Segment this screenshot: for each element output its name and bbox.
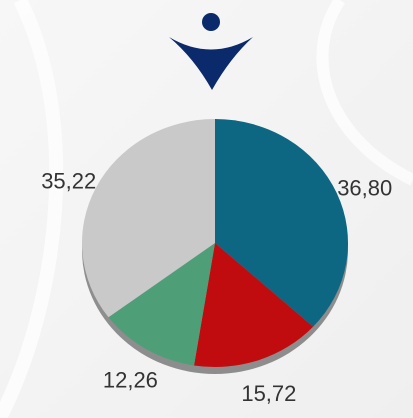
data-label: 35,22 (41, 169, 96, 194)
pie (82, 119, 348, 374)
data-label: 36,80 (337, 175, 392, 200)
logo-dot (202, 13, 220, 31)
pie-slice (194, 243, 314, 367)
logo (169, 13, 253, 90)
logo-chevron (169, 37, 253, 90)
data-label: 15,72 (241, 381, 296, 406)
pie-slice (108, 243, 215, 366)
pie-slice (82, 119, 216, 318)
decoration (0, 0, 64, 418)
decoration (316, 0, 413, 186)
pie-slice (215, 119, 348, 327)
data-label: 12,26 (103, 367, 158, 392)
